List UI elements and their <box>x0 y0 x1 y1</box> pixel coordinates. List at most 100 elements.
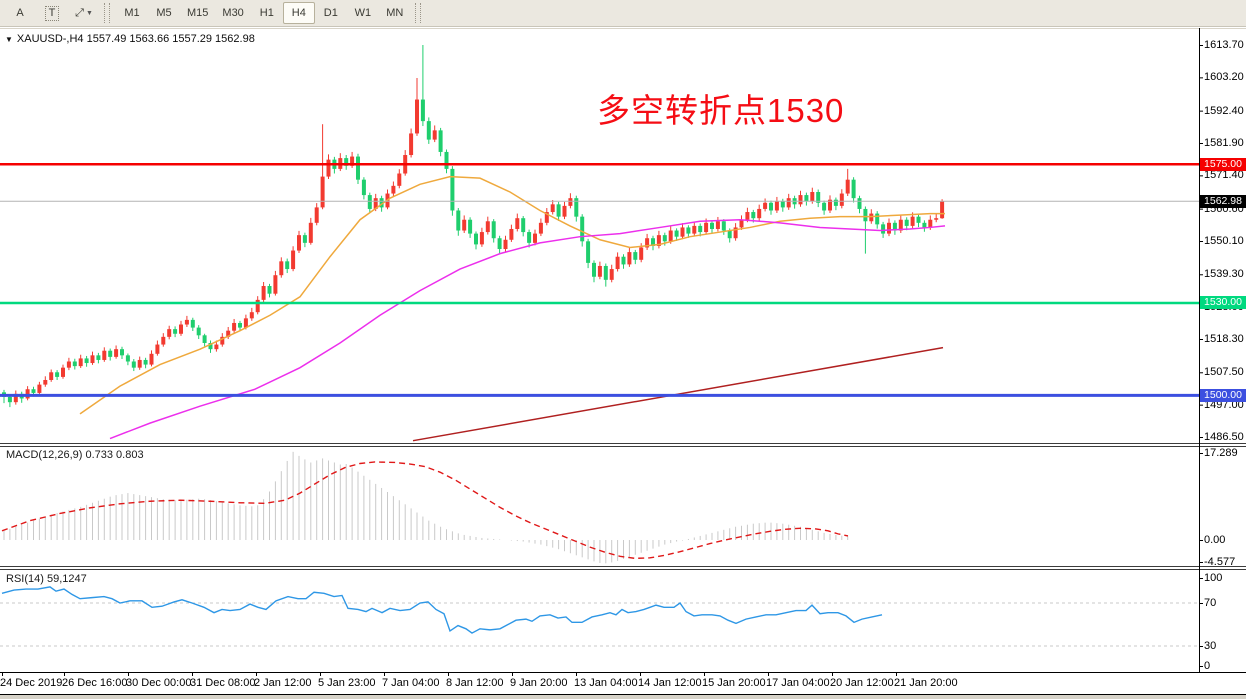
candle <box>639 247 644 260</box>
candle <box>804 195 809 202</box>
candle <box>267 285 272 294</box>
timeframe-button-H1[interactable]: H1 <box>259 7 274 19</box>
candle <box>597 265 602 277</box>
candle <box>409 133 414 156</box>
candle <box>863 208 868 222</box>
time-tick-label: 13 Jan 04:00 <box>574 677 638 689</box>
candle <box>255 299 260 313</box>
candle <box>845 179 850 194</box>
candle <box>37 384 42 393</box>
candle <box>816 192 821 203</box>
timeframe-button-M1[interactable]: M1 <box>124 7 140 19</box>
time-tick-label: 2 Jan 12:00 <box>254 677 312 689</box>
candle <box>769 202 773 211</box>
price-level-badge: 1530.00 <box>1200 296 1246 310</box>
candle <box>220 336 225 345</box>
price-tick-label: 1613.70 <box>1204 39 1244 51</box>
timeframe-button-W1[interactable]: W1 <box>354 7 372 19</box>
candle <box>491 221 496 239</box>
candle <box>550 204 555 213</box>
candle <box>833 199 838 206</box>
candle <box>485 221 490 233</box>
candle <box>904 219 909 226</box>
time-tick-label: 21 Jan 20:00 <box>894 677 958 689</box>
candle <box>704 222 709 233</box>
candle <box>285 261 290 270</box>
candle <box>656 235 661 246</box>
symbol-dropdown-icon[interactable]: ▼ <box>5 35 13 44</box>
timeframe-button-MN[interactable]: MN <box>386 7 404 19</box>
candle <box>273 275 278 294</box>
candle <box>798 195 803 205</box>
candle <box>556 204 561 217</box>
window-bottom-edge <box>0 695 1246 699</box>
candle <box>934 218 939 220</box>
candle <box>344 158 349 166</box>
candle <box>190 319 195 328</box>
candle <box>733 227 738 239</box>
candle <box>887 222 891 234</box>
cursor-tool-button[interactable]: ⤢ ▼ <box>68 2 100 24</box>
candles-layer <box>2 45 945 408</box>
chart-title-text: XAUUSD-,H4 1557.49 1563.66 1557.29 1562.… <box>16 33 255 45</box>
rsi-axis-label: 100 <box>1204 572 1223 584</box>
annotations-tool-button[interactable]: A <box>16 7 24 19</box>
candle <box>131 361 136 368</box>
timeframe-button-D1[interactable]: D1 <box>323 7 338 19</box>
candle <box>869 213 874 222</box>
candle <box>84 358 89 364</box>
candle <box>739 219 744 228</box>
candle <box>474 233 478 245</box>
toolbar-grip[interactable] <box>104 3 110 23</box>
chart-title: ▼ XAUUSD-,H4 1557.49 1563.66 1557.29 1562… <box>5 33 255 45</box>
toolbar: A T ⤢ ▼ M1 M5 M15 M30 H1 H4 D1 W1 MN <box>0 0 1246 27</box>
candle <box>645 238 650 248</box>
rsi-indicator-label: RSI(14) 59,1247 <box>6 573 87 585</box>
candle <box>114 349 119 357</box>
toolbar-grip[interactable] <box>414 3 421 23</box>
candle <box>31 389 36 393</box>
candle <box>710 222 714 229</box>
candle <box>527 232 532 243</box>
candle <box>184 319 189 325</box>
candle <box>468 219 473 234</box>
candle <box>916 216 921 223</box>
chart-annotation-text[interactable]: 多空转折点1530 <box>597 92 845 129</box>
candle <box>450 168 455 211</box>
candle <box>302 235 307 243</box>
candle <box>851 179 856 199</box>
candle <box>503 239 508 250</box>
time-tick-label: 8 Jan 12:00 <box>446 677 504 689</box>
candle <box>438 130 443 152</box>
timeframe-button-M5[interactable]: M5 <box>156 7 172 19</box>
candle <box>544 212 549 223</box>
price-tick-label: 1603.20 <box>1204 71 1244 84</box>
candle <box>326 159 331 177</box>
candle <box>420 99 425 122</box>
timeframe-button-H4[interactable]: H4 <box>282 2 315 24</box>
time-tick-label: 30 Dec 00:00 <box>126 677 192 689</box>
timeframe-button-M30[interactable]: M30 <box>222 7 244 19</box>
candle <box>96 355 101 360</box>
candle <box>72 361 77 367</box>
timeframe-button-M15[interactable]: M15 <box>187 7 209 19</box>
candle <box>361 179 366 196</box>
candle <box>202 335 207 344</box>
candle <box>810 192 815 202</box>
candle <box>715 221 720 229</box>
macd-histogram <box>3 451 849 564</box>
time-tick-label: 31 Dec 08:00 <box>190 677 256 689</box>
candle <box>828 199 832 211</box>
text-tool-button[interactable]: T <box>36 2 68 24</box>
time-tick-label: 5 Jan 23:00 <box>318 677 376 689</box>
macd-axis-label: -4.577 <box>1204 556 1236 568</box>
candle <box>444 151 449 169</box>
macd-axis-label: 17.289 <box>1204 447 1238 459</box>
ma-slow-line <box>109 218 946 440</box>
candle <box>297 235 301 251</box>
time-tick-label: 7 Jan 04:00 <box>382 677 440 689</box>
chevron-down-icon: ▼ <box>85 9 93 17</box>
candle <box>161 336 166 345</box>
candle <box>515 218 520 229</box>
